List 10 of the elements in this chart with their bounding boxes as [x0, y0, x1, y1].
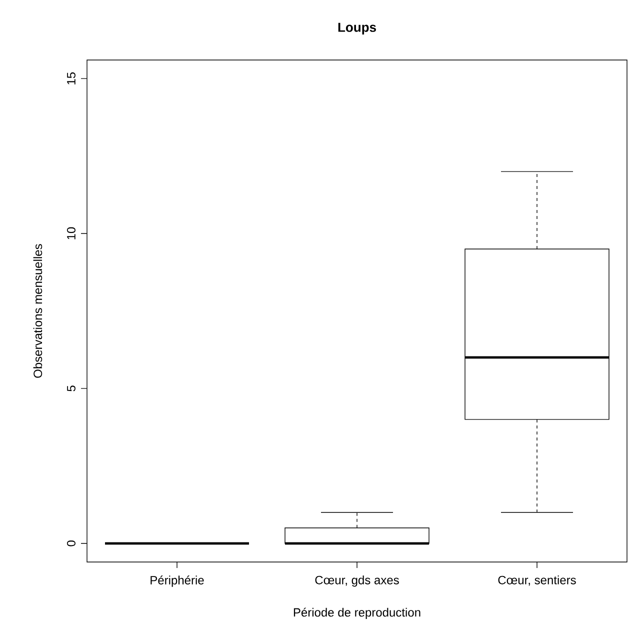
y-tick-label: 10 — [66, 227, 76, 240]
x-tick-label: Cœur, sentiers — [498, 576, 576, 586]
x-tick-label: Périphérie — [150, 576, 204, 587]
y-tick-label: 0 — [66, 540, 76, 546]
y-tick-label: 5 — [67, 386, 76, 392]
x-axis-title: Période de reproduction — [294, 608, 420, 620]
chart-title: Loups — [338, 22, 376, 34]
y-axis-title: Observations mensuelles — [33, 244, 42, 378]
y-tick-label: 15 — [67, 72, 76, 84]
x-tick-label: Cœur, gds axes — [315, 576, 399, 587]
